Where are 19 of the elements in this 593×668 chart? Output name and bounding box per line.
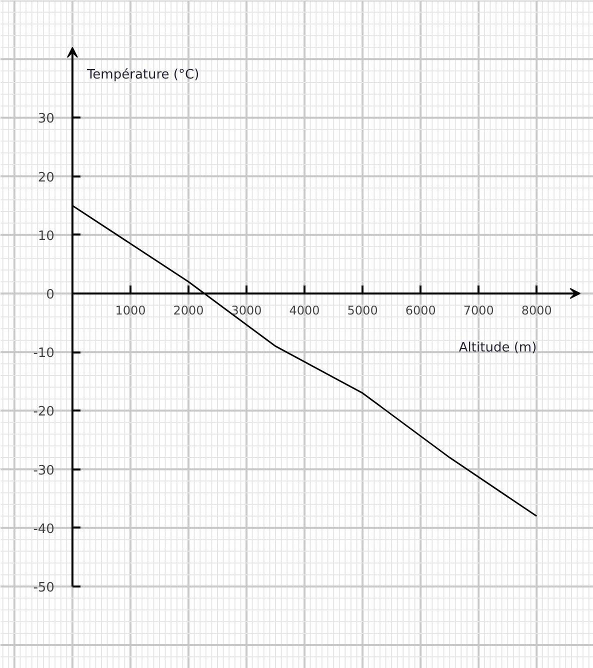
x-tick-label: 7000 <box>463 303 494 318</box>
y-tick-label: 20 <box>38 170 54 186</box>
x-tick-label: 6000 <box>405 303 436 318</box>
y-tick-label: -20 <box>33 404 54 420</box>
y-tick-label: -10 <box>33 346 54 362</box>
y-tick-label: 30 <box>38 112 54 127</box>
x-tick-label: 5000 <box>347 303 378 318</box>
x-tick-label: 2000 <box>173 303 204 318</box>
y-tick-label: -50 <box>33 580 54 596</box>
y-tick-label: 10 <box>38 228 54 244</box>
x-tick-label: 1000 <box>115 303 146 318</box>
x-tick-label: 4000 <box>289 303 320 318</box>
x-axis-title: Altitude (m) <box>458 340 537 356</box>
x-tick-label: 3000 <box>231 303 262 318</box>
y-tick-label: 0 <box>46 287 54 302</box>
y-tick-label: -40 <box>33 522 54 537</box>
y-axis-title: Température (°C) <box>86 68 200 83</box>
x-tick-label: 8000 <box>521 303 552 318</box>
y-tick-label: -30 <box>33 463 54 478</box>
